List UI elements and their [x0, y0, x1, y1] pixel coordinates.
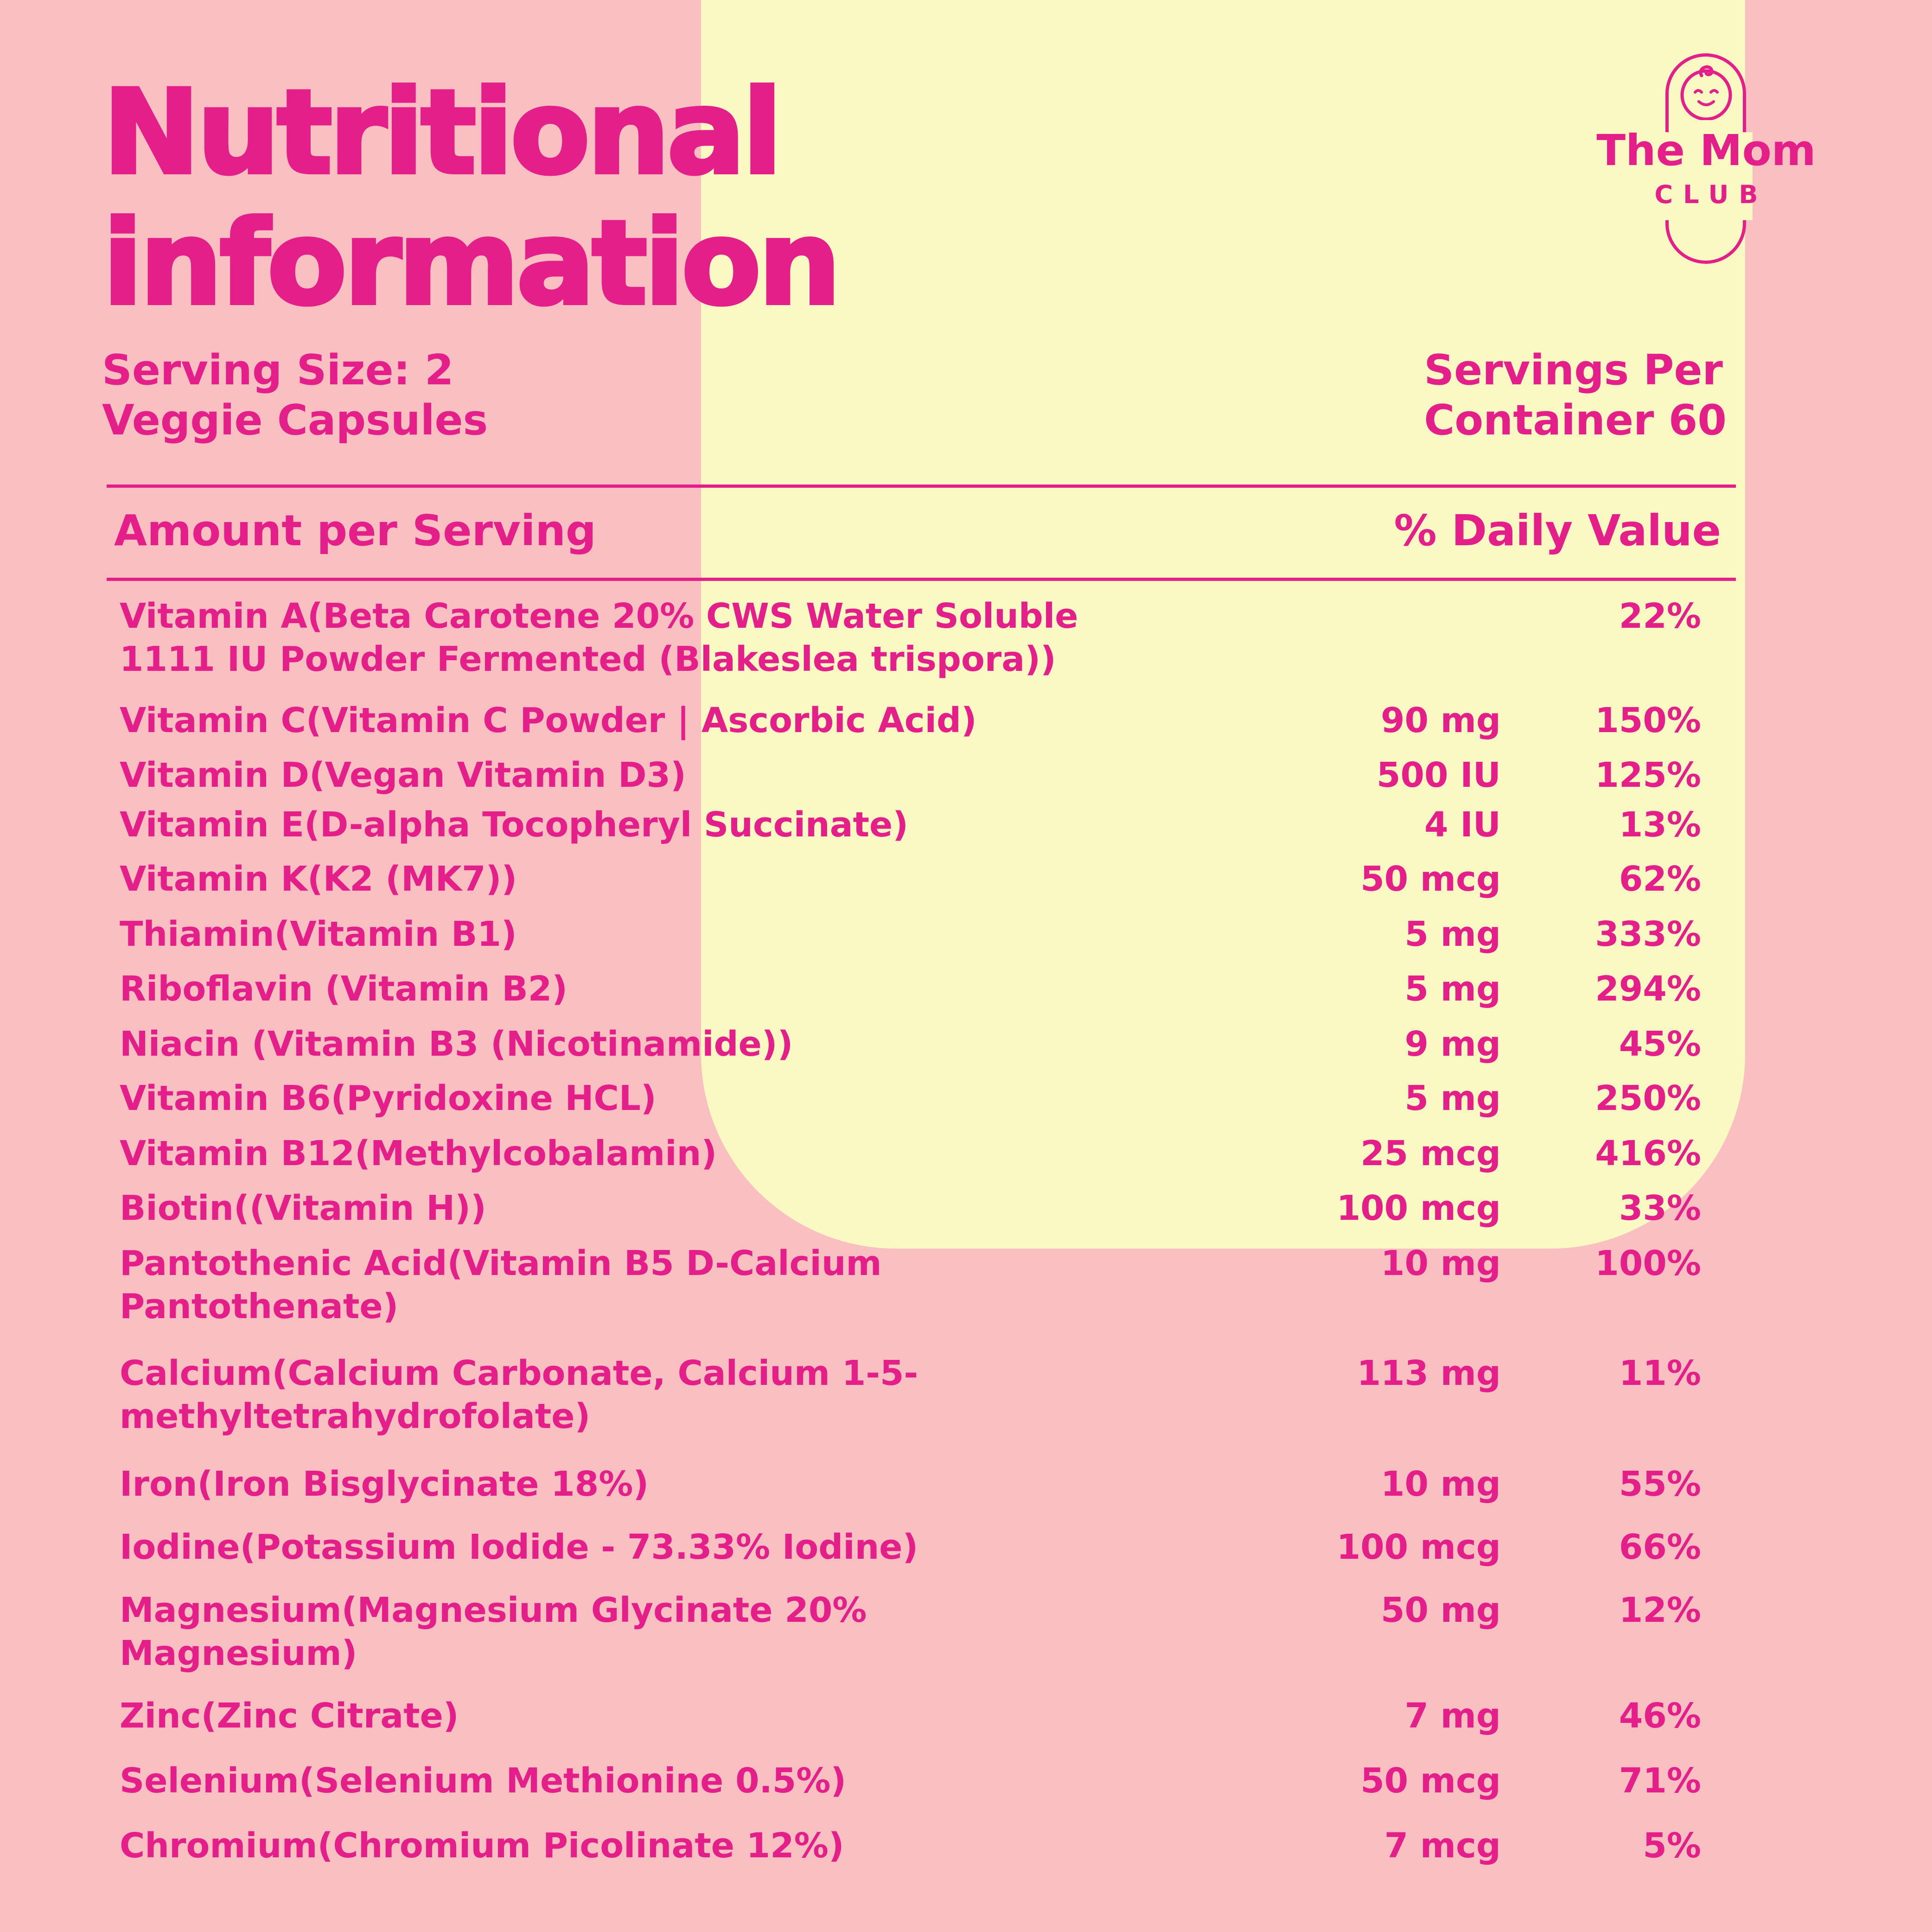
nutrient-amount: 10 mg [1381, 1243, 1501, 1283]
nutrient-name: Vitamin K(K2 (MK7)) [120, 859, 517, 899]
nutrient-amount: 50 mcg [1360, 859, 1501, 899]
nutrient-amount: 113 mg [1357, 1353, 1501, 1393]
nutrient-amount: 5 mg [1404, 914, 1501, 954]
servings-per-line-2: Container 60 [1424, 396, 1727, 445]
nutrient-amount: 4 IU [1424, 805, 1501, 845]
baby-face-icon [1680, 65, 1732, 120]
nutrient-daily-value: 22% [1619, 596, 1701, 636]
nutrient-amount: 100 mcg [1336, 1527, 1501, 1567]
header-amount: Amount per Serving [114, 506, 596, 555]
nutrient-name: Chromium(Chromium Picolinate 12%) [120, 1826, 844, 1866]
nutrient-name: Vitamin B6(Pyridoxine HCL) [120, 1078, 657, 1118]
nutrient-name: Thiamin(Vitamin B1) [120, 914, 517, 954]
nutrient-name: Vitamin E(D-alpha Tocopheryl Succinate) [120, 805, 909, 845]
brand-name: The Mom [1596, 126, 1816, 175]
nutrient-daily-value: 33% [1619, 1188, 1701, 1228]
nutrient-amount: 100 mcg [1336, 1188, 1501, 1228]
nutrient-name: Magnesium(Magnesium Glycinate 20% Magnes… [120, 1590, 867, 1673]
serving-size: Serving Size: 2 Veggie Capsules [102, 345, 488, 446]
divider-top [107, 485, 1736, 488]
nutrient-daily-value: 416% [1595, 1134, 1701, 1173]
nutrient-name: Calcium(Calcium Carbonate, Calcium 1-5-m… [120, 1353, 918, 1436]
nutrient-daily-value: 5% [1643, 1826, 1701, 1866]
nutrient-name: Vitamin C(Vitamin C Powder | Ascorbic Ac… [120, 701, 977, 740]
nutrient-amount: 25 mcg [1360, 1134, 1501, 1173]
nutrient-amount: 50 mcg [1360, 1761, 1501, 1801]
nutrient-amount: 7 mg [1404, 1696, 1501, 1736]
nutrient-daily-value: 250% [1595, 1078, 1701, 1118]
page-title: Nutritional information [101, 65, 843, 331]
nutrient-amount: 5 mg [1404, 969, 1501, 1009]
nutrient-amount: 5 mg [1404, 1078, 1501, 1118]
nutrient-daily-value: 13% [1619, 805, 1701, 845]
nutrient-name: Iodine(Potassium Iodide - 73.33% Iodine) [120, 1527, 918, 1567]
brand-logo: The Mom CLUB [1590, 49, 1822, 271]
nutrient-daily-value: 71% [1619, 1761, 1701, 1801]
nutrient-daily-value: 55% [1619, 1464, 1701, 1504]
nutrient-daily-value: 12% [1619, 1590, 1701, 1630]
nutrient-amount: 7 mcg [1384, 1826, 1501, 1866]
nutrient-daily-value: 125% [1595, 755, 1701, 795]
nutrient-daily-value: 62% [1619, 859, 1701, 899]
nutrient-daily-value: 100% [1595, 1243, 1701, 1283]
nutrient-name: Vitamin A(Beta Carotene 20% CWS Water So… [120, 596, 1078, 679]
nutrient-daily-value: 11% [1619, 1353, 1701, 1393]
nutrient-amount: 9 mg [1404, 1024, 1501, 1064]
nutrient-amount: 500 IU [1377, 755, 1501, 795]
nutrient-amount: 50 mg [1381, 1590, 1501, 1630]
nutrient-name: Biotin((Vitamin H)) [120, 1188, 486, 1228]
nutrient-name: Riboflavin (Vitamin B2) [120, 969, 568, 1009]
nutrient-daily-value: 150% [1595, 701, 1701, 740]
nutrient-name: Pantothenic Acid(Vitamin B5 D-Calcium Pa… [120, 1243, 882, 1326]
title-line-1: Nutritional [101, 65, 784, 200]
title-line-2: information [101, 196, 843, 331]
divider-bottom [107, 578, 1736, 581]
nutrient-name: Iron(Iron Bisglycinate 18%) [120, 1464, 649, 1504]
serving-size-line-2: Veggie Capsules [102, 396, 488, 445]
nutrient-amount: 90 mg [1381, 701, 1501, 740]
nutrient-daily-value: 46% [1619, 1696, 1701, 1736]
nutrient-name: Zinc(Zinc Citrate) [120, 1696, 459, 1736]
nutrient-daily-value: 294% [1595, 969, 1701, 1009]
nutrient-daily-value: 66% [1619, 1527, 1701, 1567]
nutrient-daily-value: 45% [1619, 1024, 1701, 1064]
nutrient-name: Vitamin B12(Methylcobalamin) [120, 1134, 717, 1173]
serving-size-line-1: Serving Size: 2 [102, 346, 454, 395]
nutrient-name: Niacin (Vitamin B3 (Nicotinamide)) [120, 1024, 793, 1064]
background-shape [701, 0, 1745, 1249]
brand-sub: CLUB [1654, 180, 1768, 209]
nutrient-name: Selenium(Selenium Methionine 0.5%) [120, 1761, 847, 1801]
header-daily-value: % Daily Value [1394, 506, 1721, 555]
nutrient-daily-value: 333% [1595, 914, 1701, 954]
nutrient-name: Vitamin D(Vegan Vitamin D3) [120, 755, 686, 795]
nutrient-amount: 10 mg [1381, 1464, 1501, 1504]
servings-per-line-1: Servings Per [1424, 346, 1723, 395]
servings-per-container: Servings Per Container 60 [1424, 345, 1727, 446]
